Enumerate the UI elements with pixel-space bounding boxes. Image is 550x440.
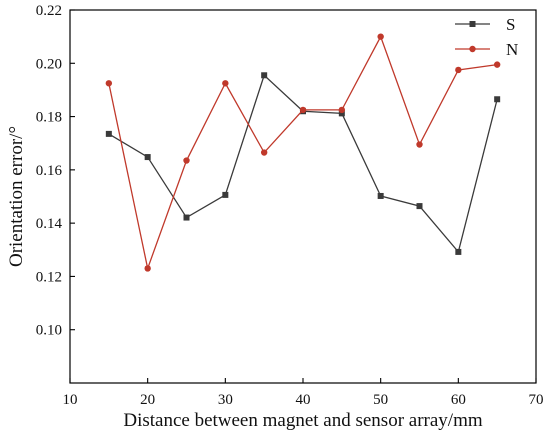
legend-N-marker: [469, 45, 476, 53]
series-N-point: [183, 157, 190, 164]
series-N-line: [108, 35, 498, 271]
x-tick-label: 10: [63, 392, 78, 408]
legend-S-marker: [469, 21, 476, 27]
series-N-point: [416, 141, 423, 148]
series-S-point: [105, 130, 112, 137]
series-S-point: [222, 191, 229, 198]
x-tick-label: 50: [373, 392, 388, 408]
series-N-point: [144, 265, 151, 272]
plot-frame: [69, 9, 537, 384]
legend-S-label: S: [506, 15, 515, 34]
legend-N-label: N: [506, 40, 518, 59]
series-S-point: [338, 110, 345, 117]
y-tick-label: 0.10: [36, 323, 62, 339]
series-S-line: [108, 74, 498, 254]
x-tick-label: 40: [296, 392, 311, 408]
x-axis-title: Distance between magnet and sensor array…: [123, 410, 483, 431]
y-tick-label: 0.12: [36, 269, 62, 285]
series-N-point: [493, 61, 501, 68]
series-N-point: [260, 149, 268, 156]
y-tick-label: 0.22: [36, 3, 62, 19]
series-N-point: [455, 66, 462, 74]
series-N-point: [338, 106, 346, 114]
series-N-point: [377, 33, 384, 40]
y-tick-label: 0.16: [36, 163, 63, 179]
series-S: [105, 72, 501, 255]
series-S-point: [183, 214, 190, 221]
series-S-point: [455, 248, 462, 255]
series-S-point: [144, 154, 151, 161]
series-S-point: [377, 192, 384, 199]
x-tick-label: 70: [529, 392, 544, 408]
series-S-point: [494, 96, 501, 103]
legend: SN: [455, 15, 518, 59]
x-tick-label: 20: [140, 392, 155, 408]
series-layer: [105, 33, 501, 272]
x-tick-label: 60: [451, 392, 466, 408]
series-S-point: [261, 72, 268, 79]
y-axis-title: Orientation error/°: [6, 126, 27, 267]
series-N-point: [222, 80, 229, 87]
y-tick-label: 0.20: [36, 56, 62, 72]
series-N-point: [299, 106, 307, 114]
y-tick-label: 0.18: [36, 110, 62, 126]
series-N: [105, 33, 501, 272]
series-S-point: [416, 203, 423, 210]
y-tick-label: 0.14: [36, 216, 63, 232]
y-axis-ticks: 0.10 0.12 0.14 0.16 0.18 0.20 0.22: [36, 3, 75, 339]
series-N-point: [105, 80, 113, 87]
x-axis-ticks: 10 20 30 40 50 60 70: [63, 378, 544, 408]
x-tick-label: 30: [218, 392, 233, 408]
